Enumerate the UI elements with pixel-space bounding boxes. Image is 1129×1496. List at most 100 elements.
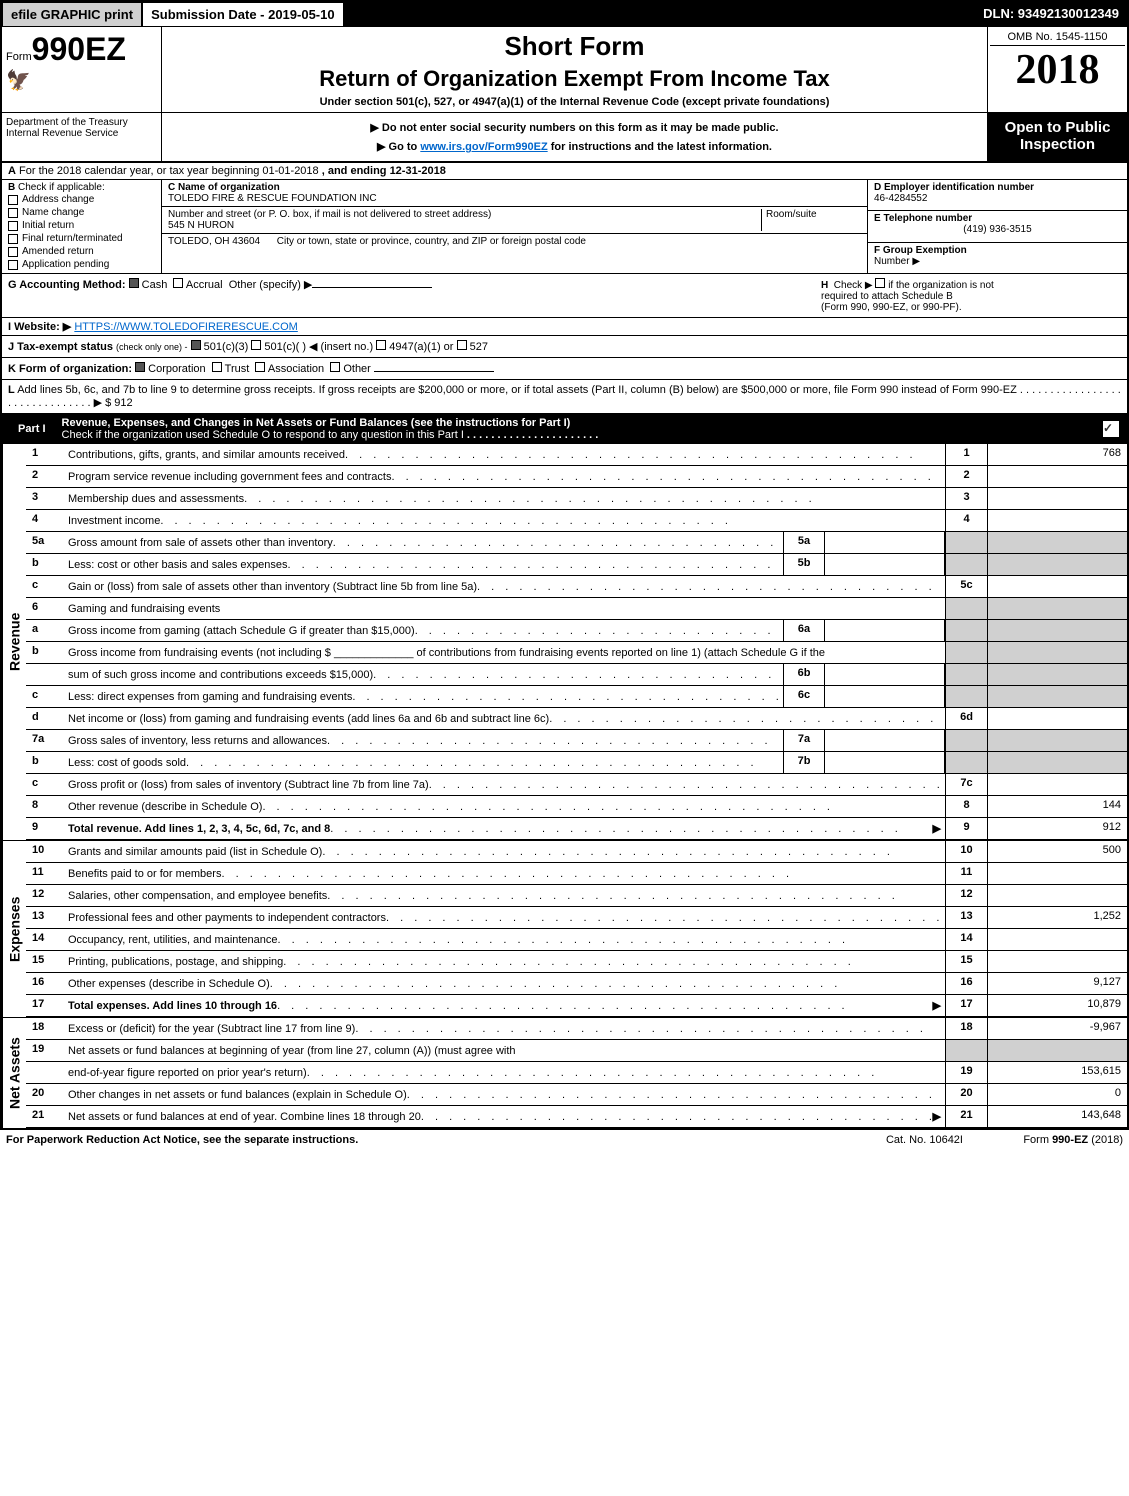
checkbox-accrual[interactable] (173, 278, 183, 288)
table-row: 7aGross sales of inventory, less returns… (26, 730, 1127, 752)
checkbox-4947[interactable] (376, 340, 386, 350)
k-trust: Trust (225, 363, 250, 375)
table-row: 5aGross amount from sale of assets other… (26, 532, 1127, 554)
line-i: I Website: ▶ HTTPS://WWW.TOLEDOFIRERESCU… (2, 318, 1127, 336)
right-line-number: 7c (945, 774, 987, 795)
checkbox-corp[interactable] (135, 362, 145, 372)
mid-line-value (825, 532, 945, 553)
checkbox-501c[interactable] (251, 340, 261, 350)
checkbox-address[interactable] (8, 195, 18, 205)
e-label: E Telephone number (874, 213, 972, 224)
mid-line-value (825, 730, 945, 751)
phone-value: (419) 936-3515 (874, 224, 1121, 235)
ein-value: 46-4284552 (874, 193, 1121, 204)
form-link[interactable]: www.irs.gov/Form990EZ (420, 141, 547, 153)
h-text4: (Form 990, 990-EZ, or 990-PF). (821, 302, 962, 313)
checkbox-other-org[interactable] (330, 362, 340, 372)
line-number: a (26, 620, 64, 641)
line-description: Other expenses (describe in Schedule O) (64, 973, 945, 994)
table-row: dNet income or (loss) from gaming and fu… (26, 708, 1127, 730)
cat-no: Cat. No. 10642I (886, 1134, 963, 1146)
table-row: bLess: cost of goods sold7b (26, 752, 1127, 774)
line-number: 18 (26, 1018, 64, 1039)
footer: For Paperwork Reduction Act Notice, see … (0, 1130, 1129, 1150)
right-shaded (945, 752, 987, 773)
right-line-number: 11 (945, 863, 987, 884)
title-box: Short Form Return of Organization Exempt… (162, 27, 987, 112)
line-description: Other revenue (describe in Schedule O) (64, 796, 945, 817)
c-label: C Name of organization (168, 182, 280, 193)
dept-treasury: Department of the Treasury (6, 117, 157, 128)
dln: DLN: 93492130012349 (975, 2, 1127, 27)
line-number (26, 1062, 64, 1083)
right-line-number: 18 (945, 1018, 987, 1039)
checkbox-pending[interactable] (8, 260, 18, 270)
line-number: 14 (26, 929, 64, 950)
submission-date: Submission Date - 2019-05-10 (142, 2, 344, 27)
table-row: 6Gaming and fundraising events (26, 598, 1127, 620)
line-number: c (26, 774, 64, 795)
right-line-number: 9 (945, 818, 987, 839)
right-line-value (987, 576, 1127, 597)
checkbox-assoc[interactable] (255, 362, 265, 372)
j-501c3: 501(c)(3) (204, 341, 249, 353)
efile-print[interactable]: efile GRAPHIC print (2, 2, 142, 27)
part-1-checkbox[interactable]: ✓ (1103, 421, 1119, 437)
part-1-label: Part I (10, 421, 54, 437)
h-label: H (821, 280, 828, 291)
right-shaded (945, 598, 987, 619)
website-link[interactable]: HTTPS://WWW.TOLEDOFIRERESCUE.COM (74, 321, 297, 333)
part-1-header: Part I Revenue, Expenses, and Changes in… (2, 414, 1127, 444)
line-number: 11 (26, 863, 64, 884)
right-line-value: 144 (987, 796, 1127, 817)
table-row: 17Total expenses. Add lines 10 through 1… (26, 995, 1127, 1017)
line-description: Net assets or fund balances at beginning… (64, 1040, 945, 1061)
line-number (26, 664, 64, 685)
checkbox-name[interactable] (8, 208, 18, 218)
checkbox-cash[interactable] (129, 278, 139, 288)
org-name: TOLEDO FIRE & RESCUE FOUNDATION INC (168, 193, 861, 204)
mid-line-value (825, 752, 945, 773)
line-description: Gross amount from sale of assets other t… (64, 532, 783, 553)
line-g: G Accounting Method: Cash Accrual Other … (8, 278, 821, 313)
line-j: J Tax-exempt status (check only one) - 5… (2, 336, 1127, 358)
checkbox-initial[interactable] (8, 221, 18, 231)
table-row: 4Investment income4 (26, 510, 1127, 532)
table-row: cGain or (loss) from sale of assets othe… (26, 576, 1127, 598)
line-description: Contributions, gifts, grants, and simila… (64, 444, 945, 465)
checkbox-501c3[interactable] (191, 340, 201, 350)
right-line-number: 6d (945, 708, 987, 729)
mid-line-value (825, 664, 945, 685)
right-shaded (945, 620, 987, 641)
b-label: B (8, 182, 15, 193)
line-description: Investment income (64, 510, 945, 531)
checkbox-trust[interactable] (212, 362, 222, 372)
line-description: Gain or (loss) from sale of assets other… (64, 576, 945, 597)
right-shaded-val (987, 642, 1127, 663)
check-if: Check if applicable: (18, 182, 105, 193)
other-blank[interactable] (312, 287, 432, 288)
line-description: Gaming and fundraising events (64, 598, 945, 619)
j-label: J Tax-exempt status (8, 341, 113, 353)
line-number: b (26, 554, 64, 575)
right-line-number: 21 (945, 1106, 987, 1127)
right-shaded-val (987, 532, 1127, 553)
line-description: Total expenses. Add lines 10 through 16▶ (64, 995, 945, 1016)
right-line-number: 4 (945, 510, 987, 531)
table-row: 19Net assets or fund balances at beginni… (26, 1040, 1127, 1062)
checkbox-final[interactable] (8, 234, 18, 244)
right-line-value: 0 (987, 1084, 1127, 1105)
checkbox-amended[interactable] (8, 247, 18, 257)
amended-return: Amended return (22, 246, 94, 257)
checkbox-h[interactable] (875, 278, 885, 288)
street-label: Number and street (or P. O. box, if mail… (168, 209, 761, 220)
right-line-value: 912 (987, 818, 1127, 839)
line-description: Grants and similar amounts paid (list in… (64, 841, 945, 862)
final-return: Final return/terminated (22, 233, 123, 244)
checkbox-527[interactable] (457, 340, 467, 350)
table-row: bLess: cost or other basis and sales exp… (26, 554, 1127, 576)
other-org-blank[interactable] (374, 371, 494, 372)
line-number: 3 (26, 488, 64, 509)
table-row: 18Excess or (deficit) for the year (Subt… (26, 1018, 1127, 1040)
mid-line-number: 5a (783, 532, 825, 553)
